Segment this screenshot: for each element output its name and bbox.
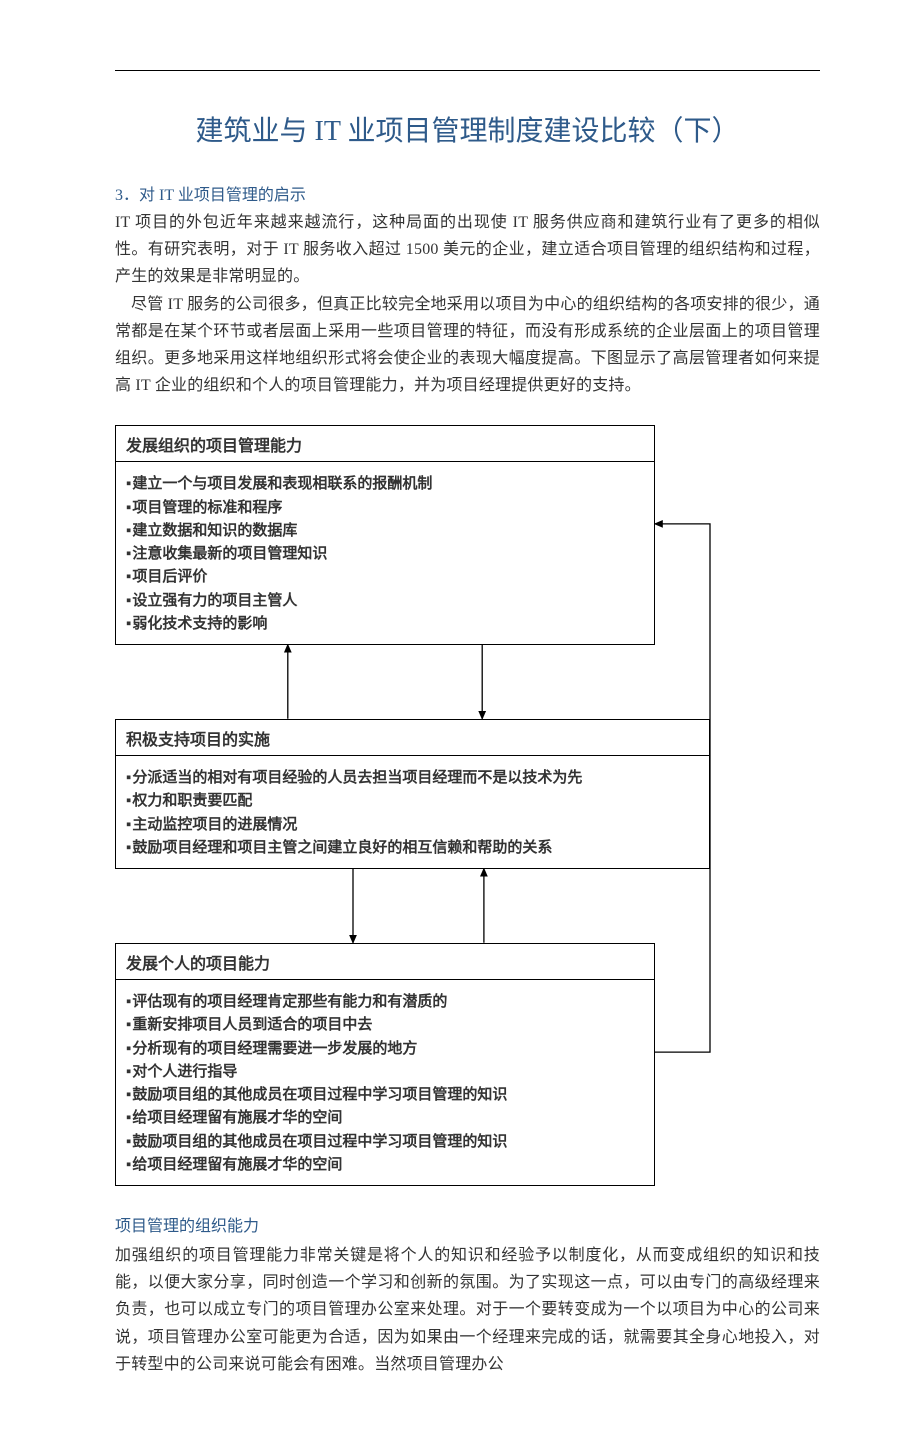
diagram-box-body: 建立一个与项目发展和表现相联系的报酬机制项目管理的标准和程序建立数据和知识的数据…: [116, 462, 654, 644]
diagram-box-item: 建立数据和知识的数据库: [126, 519, 644, 542]
section-3-heading: 3．对 IT 业项目管理的启示: [115, 181, 820, 205]
diagram-box-item: 分派适当的相对有项目经验的人员去担当项目经理而不是以技术为先: [126, 766, 699, 789]
diagram-box-item: 鼓励项目组的其他成员在项目过程中学习项目管理的知识: [126, 1130, 644, 1153]
diagram-box-header: 发展个人的项目能力: [116, 944, 654, 980]
diagram-box-box2: 积极支持项目的实施分派适当的相对有项目经验的人员去担当项目经理而不是以技术为先权…: [115, 719, 710, 869]
diagram-box-item: 鼓励项目组的其他成员在项目过程中学习项目管理的知识: [126, 1083, 644, 1106]
diagram-box-item: 评估现有的项目经理肯定那些有能力和有潜质的: [126, 990, 644, 1013]
diagram-box-item: 项目后评价: [126, 565, 644, 588]
page-title: 建筑业与 IT 业项目管理制度建设比较（下）: [115, 109, 820, 149]
diagram-box-item: 鼓励项目经理和项目主管之间建立良好的相互信赖和帮助的关系: [126, 836, 699, 859]
diagram-box-box1: 发展组织的项目管理能力建立一个与项目发展和表现相联系的报酬机制项目管理的标准和程…: [115, 425, 655, 645]
diagram-box-box3: 发展个人的项目能力评估现有的项目经理肯定那些有能力和有潜质的重新安排项目人员到适…: [115, 943, 655, 1186]
diagram-box-item: 设立强有力的项目主管人: [126, 589, 644, 612]
diagram-box-item: 分析现有的项目经理需要进一步发展的地方: [126, 1037, 644, 1060]
diagram-box-item: 对个人进行指导: [126, 1060, 644, 1083]
diagram-box-item: 弱化技术支持的影响: [126, 612, 644, 635]
diagram-box-body: 评估现有的项目经理肯定那些有能力和有潜质的重新安排项目人员到适合的项目中去分析现…: [116, 980, 654, 1185]
diagram-box-item: 权力和职责要匹配: [126, 789, 699, 812]
diagram-box-item: 项目管理的标准和程序: [126, 496, 644, 519]
subsection-heading: 项目管理的组织能力: [115, 1212, 820, 1236]
diagram-box-item: 主动监控项目的进展情况: [126, 813, 699, 836]
diagram-box-item: 注意收集最新的项目管理知识: [126, 542, 644, 565]
diagram-box-item: 给项目经理留有施展才华的空间: [126, 1106, 644, 1129]
diagram-box-body: 分派适当的相对有项目经验的人员去担当项目经理而不是以技术为先权力和职责要匹配主动…: [116, 756, 709, 868]
top-rule: [115, 70, 820, 71]
diagram-box-item: 建立一个与项目发展和表现相联系的报酬机制: [126, 472, 644, 495]
diagram-box-header: 发展组织的项目管理能力: [116, 426, 654, 462]
diagram-box-item: 给项目经理留有施展才华的空间: [126, 1153, 644, 1176]
section-3-p2: 尽管 IT 服务的公司很多，但真正比较完全地采用以项目为中心的组织结构的各项安排…: [115, 291, 820, 400]
subsection-p1: 加强组织的项目管理能力非常关键是将个人的知识和经验予以制度化，从而变成组织的知识…: [115, 1242, 820, 1378]
pm-capability-diagram: 发展组织的项目管理能力建立一个与项目发展和表现相联系的报酬机制项目管理的标准和程…: [115, 425, 760, 1186]
section-3-p1: IT 项目的外包近年来越来越流行，这种局面的出现使 IT 服务供应商和建筑行业有…: [115, 209, 820, 291]
diagram-box-item: 重新安排项目人员到适合的项目中去: [126, 1013, 644, 1036]
diagram-box-header: 积极支持项目的实施: [116, 720, 709, 756]
